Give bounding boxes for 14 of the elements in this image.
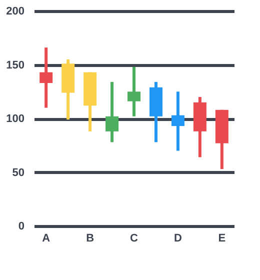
y-tick-label: 100 bbox=[6, 113, 24, 125]
x-tick-label: D bbox=[174, 232, 182, 244]
candlestick bbox=[40, 48, 53, 108]
x-tick-label: A bbox=[42, 232, 50, 244]
x-tick-label: E bbox=[218, 232, 226, 244]
x-tick-label: B bbox=[86, 232, 94, 244]
y-tick-label: 0 bbox=[18, 220, 24, 232]
candlestick bbox=[106, 82, 119, 142]
candlestick bbox=[128, 66, 140, 116]
candlestick bbox=[171, 92, 184, 151]
y-tick-label: 50 bbox=[12, 166, 24, 179]
y-tick-label: 150 bbox=[6, 59, 24, 72]
y-tick-label: 200 bbox=[6, 6, 24, 18]
x-tick-label: C bbox=[130, 232, 138, 244]
